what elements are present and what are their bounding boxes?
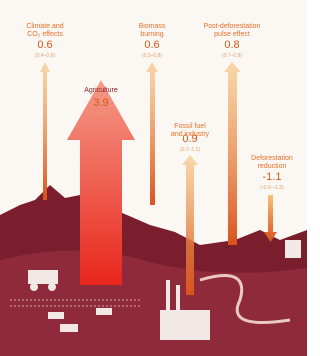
label: Agriculture bbox=[84, 87, 118, 94]
value: 3.9 bbox=[93, 97, 108, 109]
range: (0.7–1.1) bbox=[180, 147, 200, 153]
value: 0.9 bbox=[182, 133, 197, 145]
range: (0.5–0.8) bbox=[142, 53, 162, 59]
range: (0.4–0.8) bbox=[35, 53, 55, 59]
range: (-0.9–-1.3) bbox=[260, 185, 284, 191]
value: 0.6 bbox=[37, 39, 52, 51]
value: -1.1 bbox=[263, 171, 282, 183]
range: (0.7–0.9) bbox=[222, 53, 242, 59]
value: 0.6 bbox=[144, 39, 159, 51]
range: (3.4–4.4) bbox=[91, 111, 111, 117]
value: 0.8 bbox=[224, 39, 239, 51]
